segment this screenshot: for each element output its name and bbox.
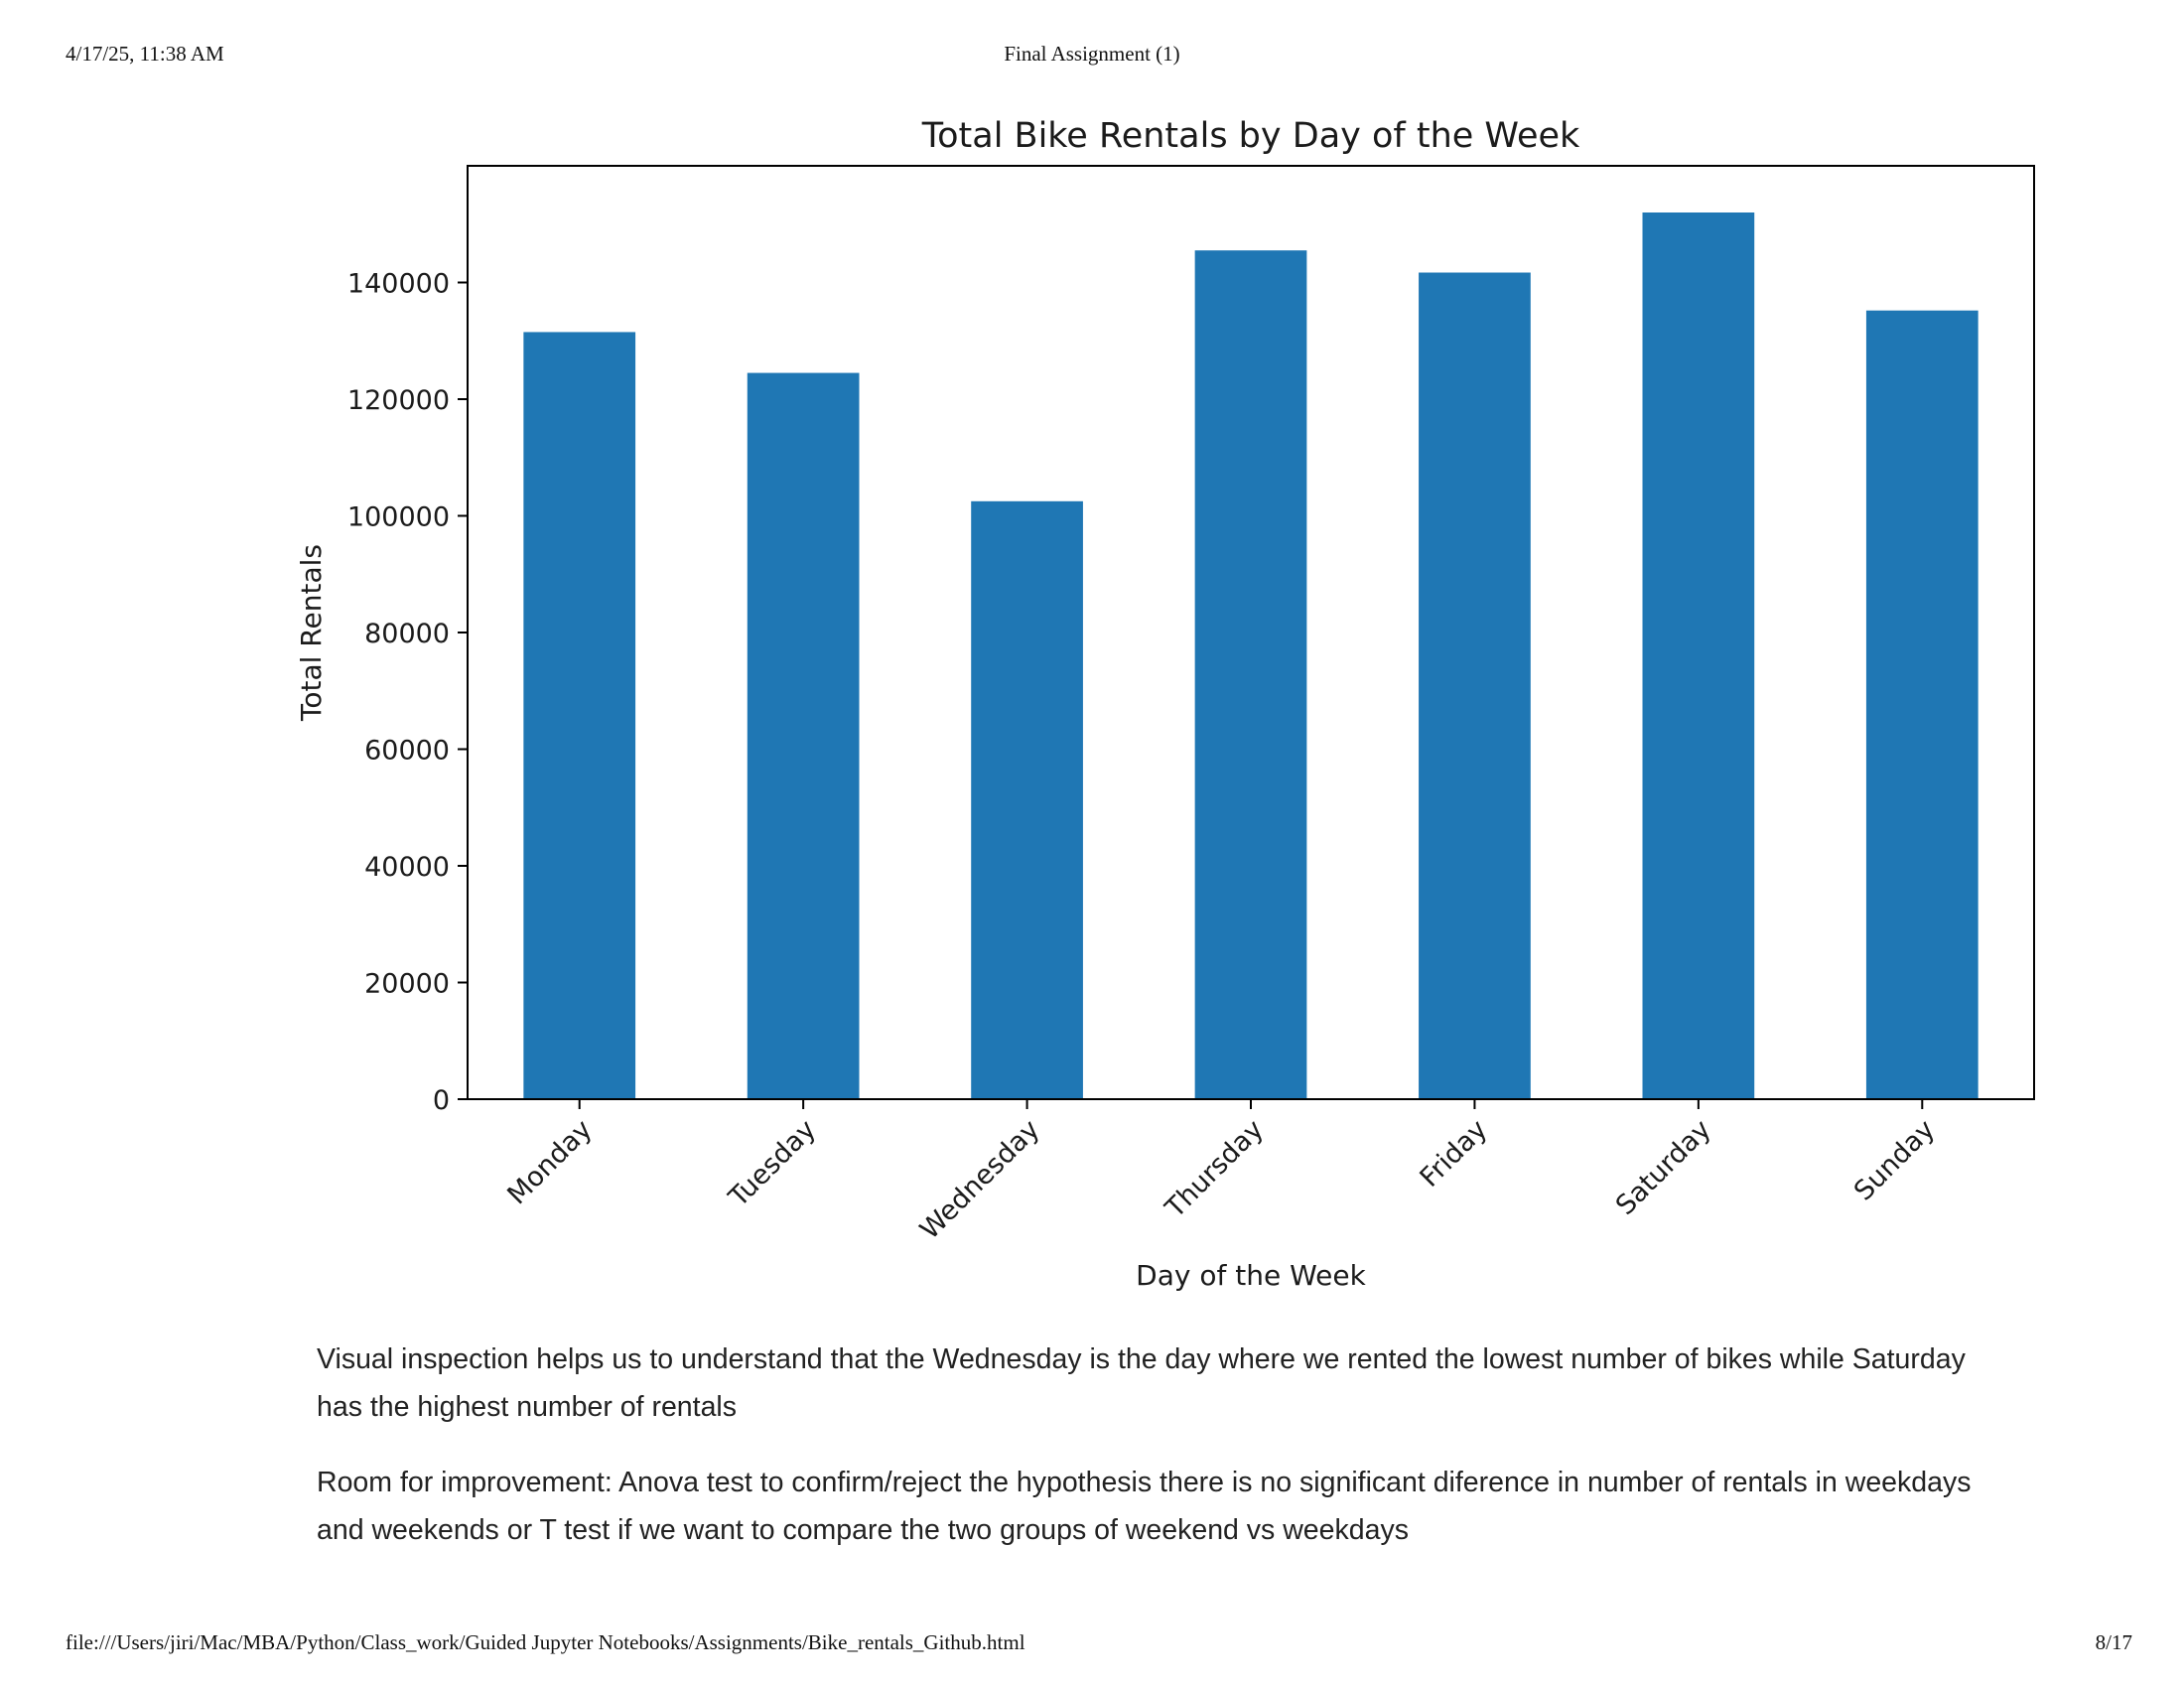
improvement-paragraph: Room for improvement: Anova test to conf…: [317, 1467, 1972, 1546]
bar-thursday: [1194, 250, 1307, 1099]
x-tick-label-monday: Monday: [501, 1114, 598, 1210]
bar-saturday: [1642, 212, 1755, 1099]
print-datetime: 4/17/25, 11:38 AM: [66, 42, 224, 66]
y-tick-label: 40000: [364, 852, 450, 883]
x-tick-label-friday: Friday: [1415, 1114, 1494, 1194]
x-axis: Monday Tuesday Wednesday Thursday Friday Satu…: [501, 1099, 1941, 1245]
y-tick-label: 0: [433, 1085, 450, 1116]
bar-monday: [523, 332, 636, 1099]
x-tick-label-wednesday: Wednesday: [914, 1114, 1045, 1245]
print-header: 4/17/25, 11:38 AM Final Assignment (1): [0, 42, 2184, 81]
x-tick-label-thursday: Thursday: [1160, 1114, 1270, 1224]
bars-group: [523, 212, 1979, 1099]
y-tick-label: 20000: [364, 969, 450, 1000]
y-axis-label: Total Rentals: [295, 544, 328, 722]
y-tick-label: 100000: [347, 502, 450, 533]
chart-title: Total Bike Rentals by Day of the Week: [921, 116, 1580, 156]
print-footer: file:///Users/jiri/Mac/MBA/Python/Class_…: [0, 1630, 2184, 1670]
y-tick-label: 60000: [364, 736, 450, 767]
x-axis-label: Day of the Week: [1136, 1259, 1366, 1292]
x-tick-label-tuesday: Tuesday: [723, 1114, 822, 1213]
bar-friday: [1419, 272, 1531, 1099]
page-number: 8/17: [2095, 1630, 2132, 1654]
bar-tuesday: [747, 372, 860, 1099]
bar-sunday: [1865, 310, 1979, 1099]
print-document-title: Final Assignment (1): [1004, 42, 1180, 66]
x-tick-label-saturday: Saturday: [1610, 1114, 1717, 1221]
bar-chart: Total Bike Rentals by Day of the Week 0 2…: [295, 116, 2035, 1292]
y-axis: 0 20000 40000 60000 80000 100000 120000 140000: [347, 269, 468, 1116]
bar-wednesday: [971, 500, 1083, 1099]
y-tick-label: 140000: [347, 269, 450, 300]
y-tick-label: 80000: [364, 619, 450, 649]
observation-paragraph: Visual inspection helps us to understand…: [317, 1343, 1966, 1423]
x-tick-label-sunday: Sunday: [1848, 1114, 1941, 1206]
notes-section: Visual inspection helps us to understand…: [317, 1336, 2004, 1582]
file-path: file:///Users/jiri/Mac/MBA/Python/Class_…: [66, 1630, 1025, 1654]
y-tick-label: 120000: [347, 385, 450, 416]
